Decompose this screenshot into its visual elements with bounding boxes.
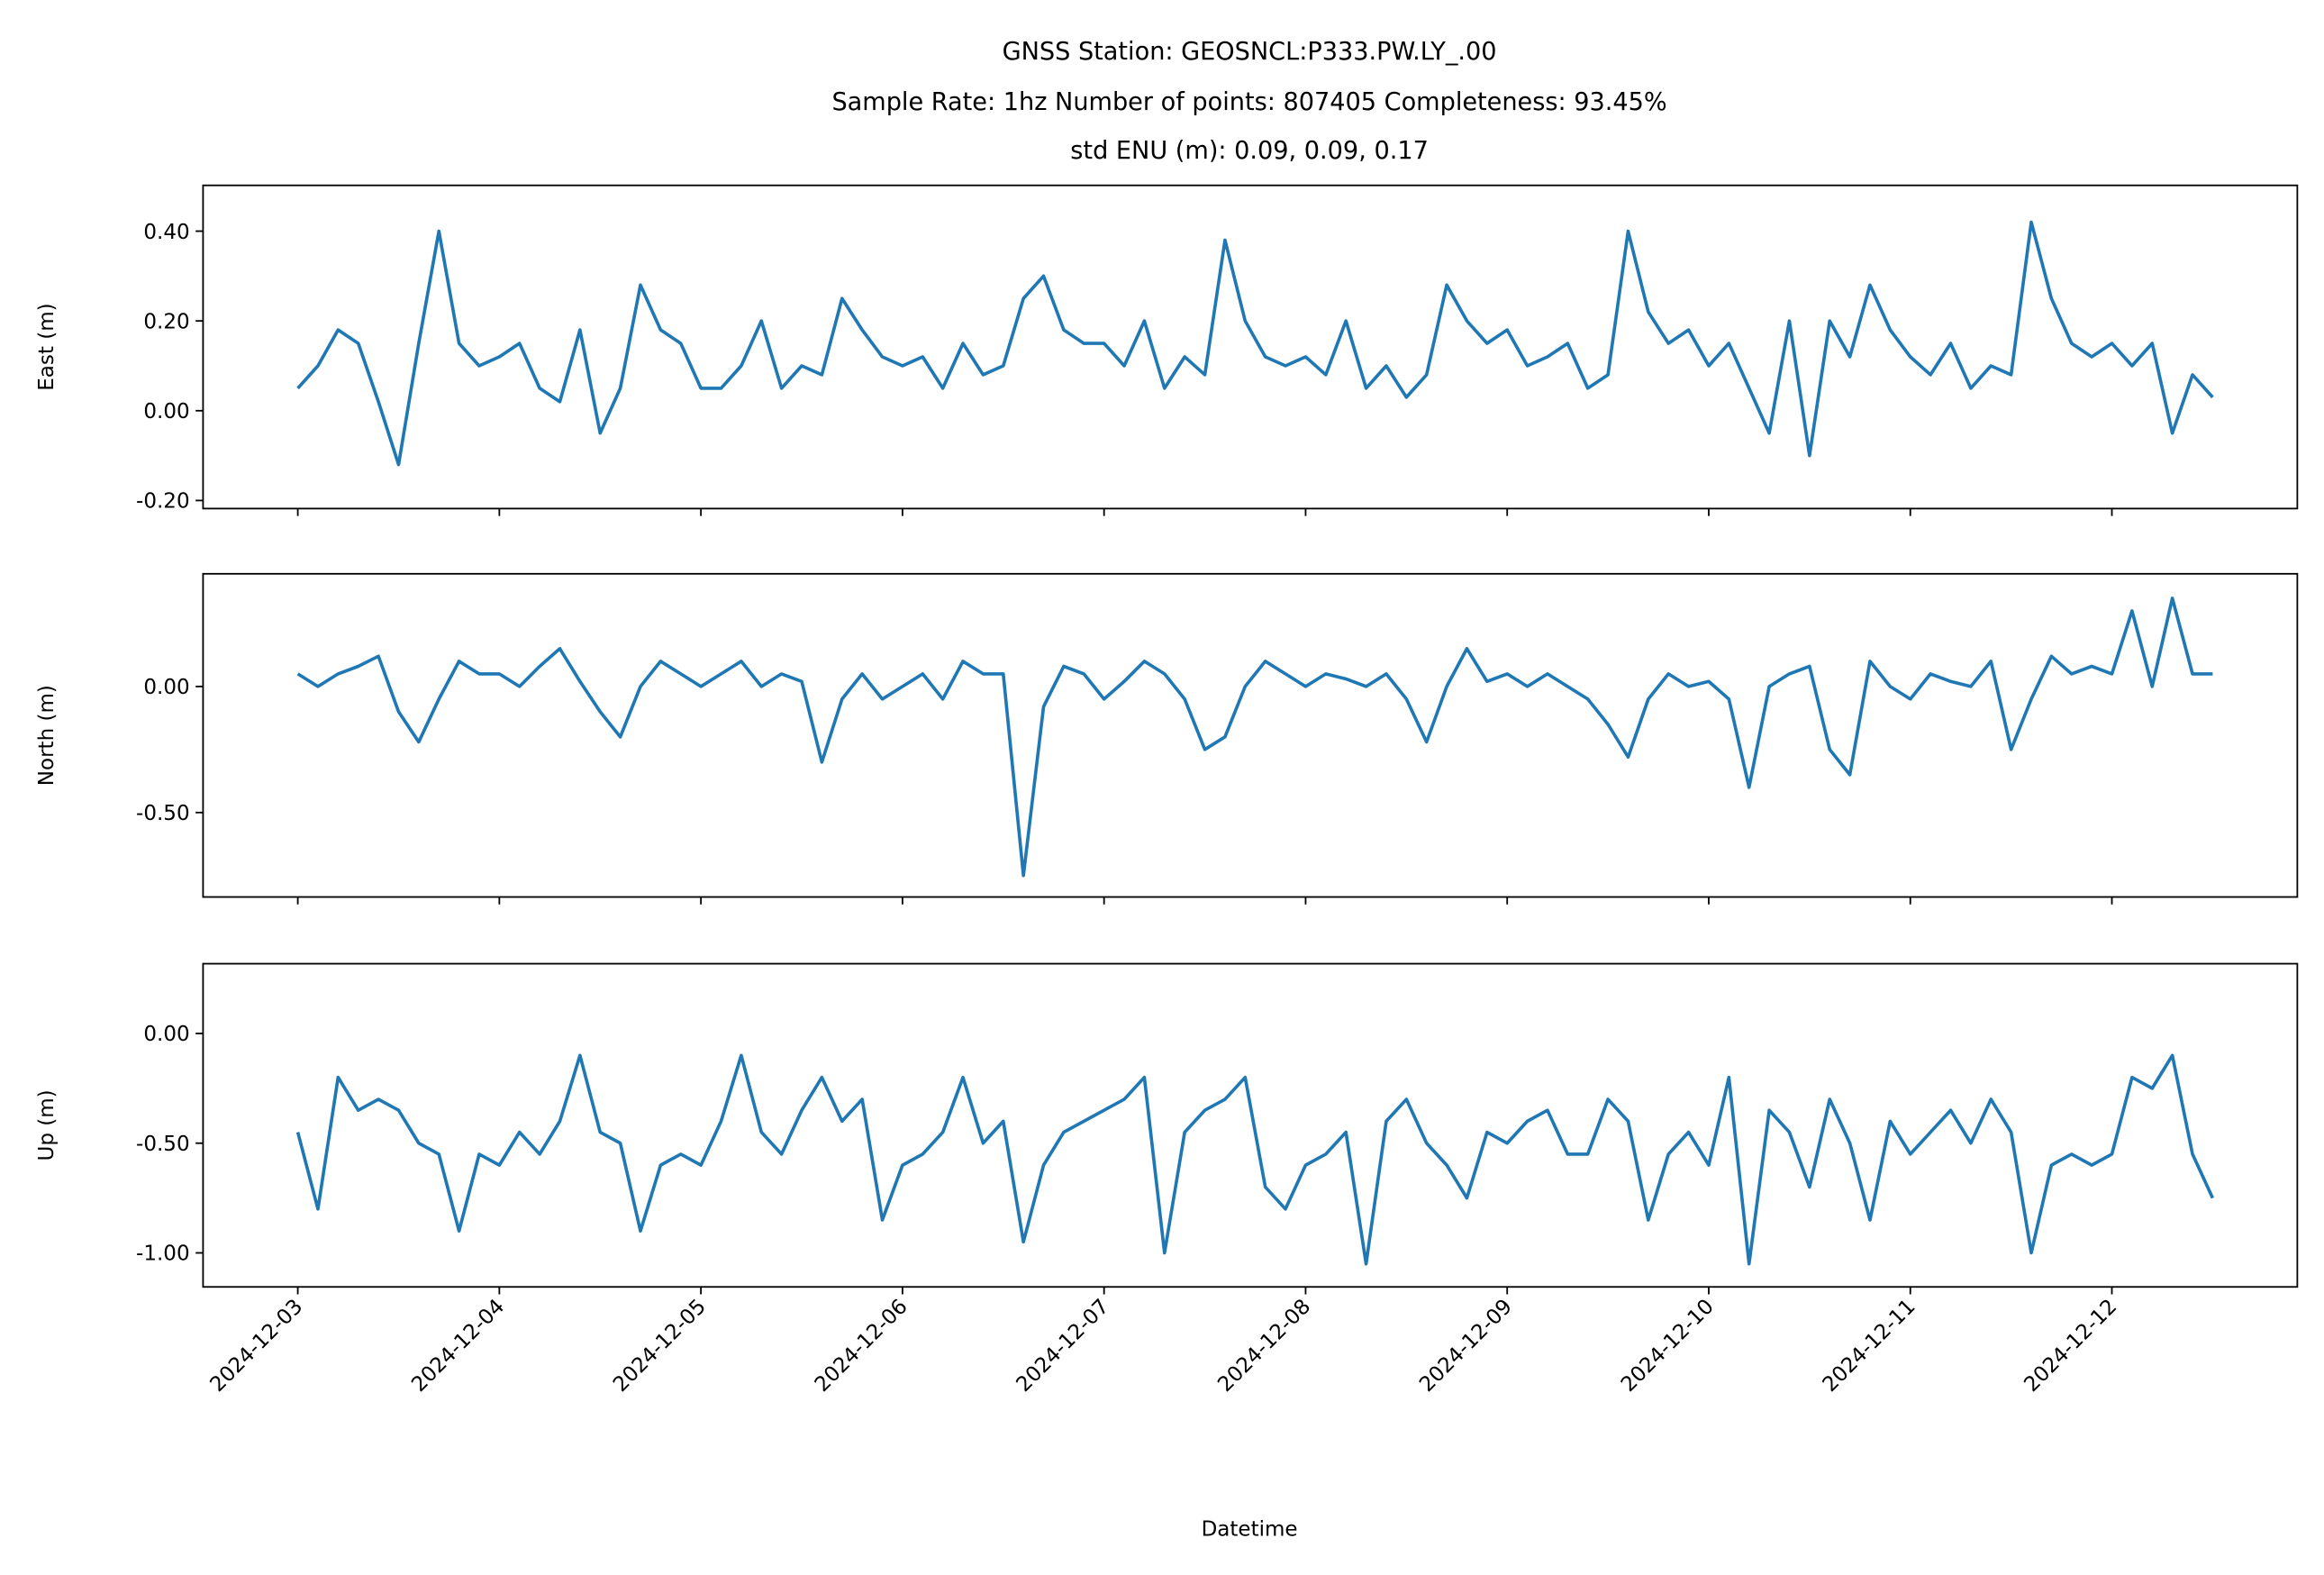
x-tick-label: 2024-12-07 bbox=[1012, 1295, 1114, 1397]
axes-frame bbox=[202, 184, 2299, 510]
y-tick-label: 0.40 bbox=[143, 221, 189, 244]
data-line bbox=[295, 1053, 2215, 1266]
axes-frame bbox=[202, 572, 2299, 898]
x-axis-label: Datetime bbox=[1202, 1518, 1298, 1542]
axes-frame bbox=[202, 962, 2299, 1288]
y-axis-label: Up (m) bbox=[35, 1089, 59, 1161]
title-line: std ENU (m): 0.09, 0.09, 0.17 bbox=[1070, 137, 1429, 165]
y-tick-label: 0.00 bbox=[143, 400, 189, 423]
y-tick-label: 0.00 bbox=[143, 676, 189, 699]
title-line: GNSS Station: GEOSNCL:P333.PW.LY_.00 bbox=[1003, 38, 1497, 66]
y-tick-label: 0.20 bbox=[143, 310, 189, 333]
y-tick-label: -0.50 bbox=[136, 802, 190, 825]
y-tick-label: -1.00 bbox=[136, 1243, 190, 1266]
x-tick-label: 2024-12-11 bbox=[1819, 1295, 1920, 1397]
y-axis-label: North (m) bbox=[35, 685, 59, 786]
y-tick-label: -0.20 bbox=[136, 490, 190, 514]
data-line bbox=[296, 596, 2213, 878]
x-tick-label: 2024-12-12 bbox=[2020, 1295, 2121, 1397]
x-tick-label: 2024-12-03 bbox=[205, 1295, 307, 1397]
x-tick-label: 2024-12-05 bbox=[609, 1295, 711, 1397]
data-line bbox=[296, 220, 2214, 467]
y-tick-label: -0.50 bbox=[136, 1133, 190, 1156]
x-tick-label: 2024-12-06 bbox=[811, 1295, 912, 1397]
x-tick-label: 2024-12-10 bbox=[1617, 1295, 1719, 1397]
y-axis-label: East (m) bbox=[35, 303, 59, 390]
x-tick-label: 2024-12-04 bbox=[407, 1295, 509, 1397]
x-tick-label: 2024-12-09 bbox=[1415, 1295, 1517, 1397]
y-tick-label: 0.00 bbox=[143, 1023, 189, 1046]
title-line: Sample Rate: 1hz Number of points: 80740… bbox=[831, 88, 1666, 116]
x-tick-label: 2024-12-08 bbox=[1213, 1295, 1315, 1397]
